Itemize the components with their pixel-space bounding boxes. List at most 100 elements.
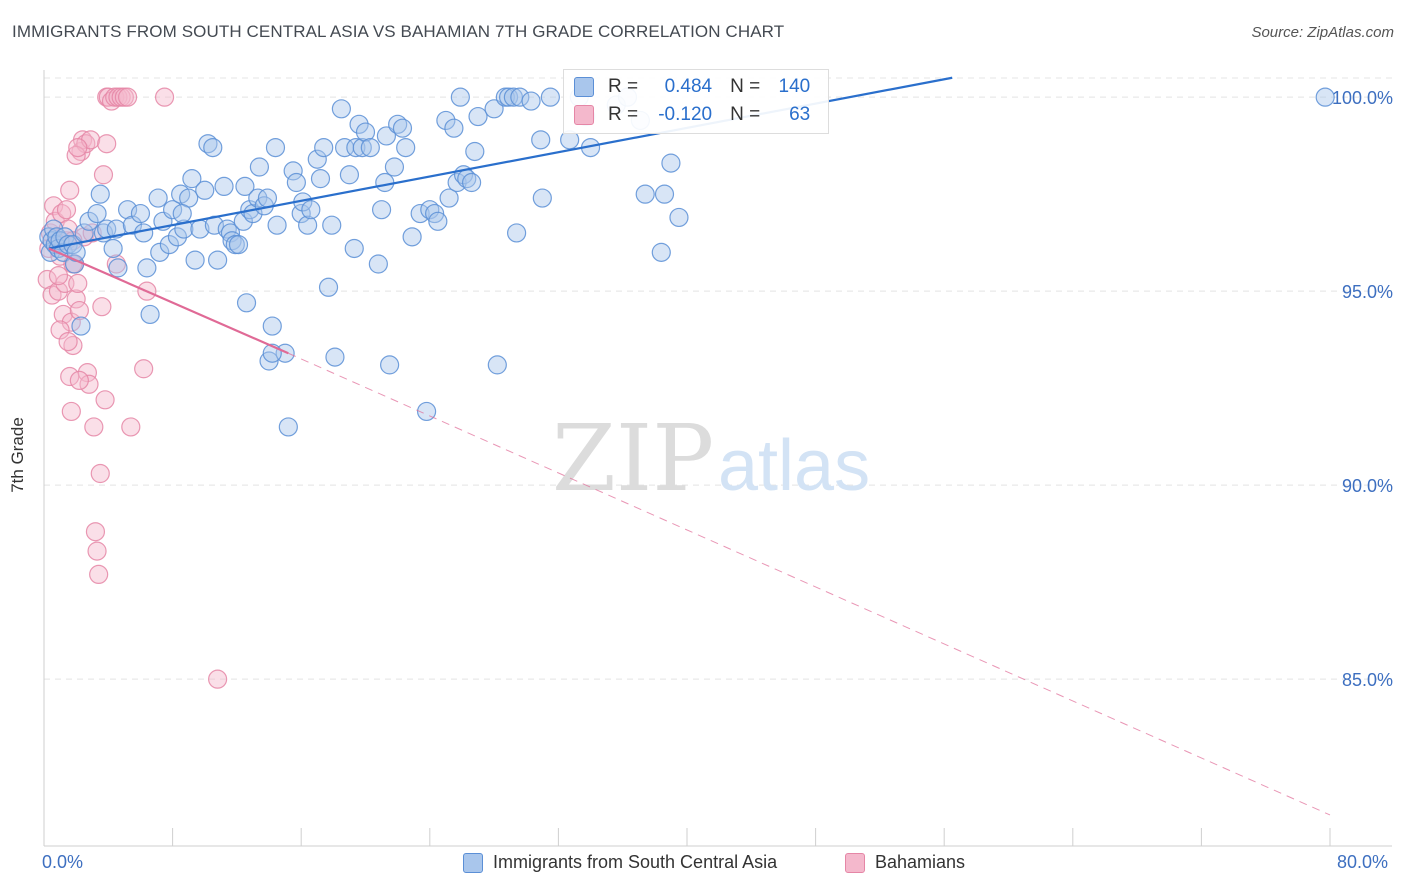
point-south-central-asia-115 <box>487 355 507 375</box>
point-south-central-asia-102 <box>425 203 445 224</box>
point-south-central-asia-44 <box>203 138 223 158</box>
y-tick-labels: 85.0% 90.0% 95.0% 100.0% <box>1332 88 1393 690</box>
point-bahamians-34 <box>92 297 112 317</box>
point-south-central-asia-82 <box>339 165 360 185</box>
point-south-central-asia-77 <box>318 277 339 297</box>
legend-swatch-blue <box>463 852 483 873</box>
point-south-central-asia-137 <box>1315 87 1335 107</box>
x-tick-label-max: 80.0% <box>1337 852 1389 872</box>
point-south-central-asia-114 <box>484 99 504 119</box>
point-south-central-asia-112 <box>465 141 485 162</box>
point-south-central-asia-75 <box>310 169 331 189</box>
point-south-central-asia-111 <box>461 172 482 193</box>
point-south-central-asia-107 <box>447 172 467 193</box>
point-bahamians-35 <box>93 165 114 185</box>
point-south-central-asia-124 <box>540 87 560 107</box>
point-south-central-asia-94 <box>384 157 405 177</box>
point-south-central-asia-96 <box>392 118 413 138</box>
point-bahamians-19 <box>68 273 88 293</box>
point-bahamians-29 <box>84 417 104 437</box>
point-bahamians-58 <box>58 332 78 352</box>
point-south-central-asia-40 <box>185 250 205 270</box>
point-south-central-asia-79 <box>325 347 345 367</box>
point-bahamians-52 <box>66 145 86 165</box>
point-south-central-asia-42 <box>195 180 215 200</box>
axes <box>43 70 1392 847</box>
point-south-central-asia-34 <box>163 200 183 220</box>
point-south-central-asia-26 <box>130 203 151 224</box>
point-south-central-asia-88 <box>360 138 380 158</box>
stats-r-value-pink: -0.120 <box>658 104 713 125</box>
point-south-central-asia-133 <box>651 242 671 262</box>
point-south-central-asia-103 <box>428 211 448 231</box>
y-tick-label-3: 100.0% <box>1332 88 1393 108</box>
point-south-central-asia-89 <box>368 254 388 274</box>
grid-lines <box>44 77 1392 680</box>
point-south-central-asia-119 <box>507 223 527 243</box>
point-bahamians-50 <box>60 366 80 387</box>
chart-title: IMMIGRANTS FROM SOUTH CENTRAL ASIA VS BA… <box>12 22 785 41</box>
point-south-central-asia-68 <box>283 161 303 181</box>
point-bahamians-20 <box>69 300 89 321</box>
legend-label-south-central-asia: Immigrants from South Central Asia <box>493 852 778 872</box>
stats-row-blue: R = 0.484 N = 140 <box>574 76 810 98</box>
point-south-central-asia-24 <box>117 200 138 220</box>
point-south-central-asia-83 <box>344 238 364 259</box>
y-tick-label-2: 95.0% <box>1342 282 1393 302</box>
point-south-central-asia-33 <box>159 235 179 255</box>
point-south-central-asia-18 <box>90 184 110 204</box>
point-south-central-asia-90 <box>371 200 392 220</box>
point-south-central-asia-134 <box>654 184 675 204</box>
point-south-central-asia-30 <box>148 188 168 208</box>
point-south-central-asia-28 <box>137 258 157 278</box>
point-bahamians-54 <box>56 200 77 220</box>
point-south-central-asia-99 <box>410 203 430 224</box>
point-south-central-asia-136 <box>669 207 689 228</box>
point-south-central-asia-46 <box>208 250 228 270</box>
point-south-central-asia-105 <box>439 188 459 208</box>
point-bahamians-61 <box>97 134 117 154</box>
point-south-central-asia-22 <box>106 219 126 239</box>
point-south-central-asia-132 <box>635 184 655 204</box>
point-south-central-asia-123 <box>532 188 552 208</box>
stats-r-label-blue: R = <box>608 76 639 97</box>
point-south-central-asia-62 <box>259 351 279 371</box>
point-south-central-asia-35 <box>167 227 188 247</box>
point-south-central-asia-76 <box>314 138 334 158</box>
legend-item-bahamians[interactable]: Bahamians <box>845 852 965 873</box>
point-bahamians-32 <box>89 564 109 585</box>
point-bahamians-45 <box>121 417 141 437</box>
stats-n-value-pink: 63 <box>789 104 811 125</box>
point-bahamians-48 <box>154 87 175 107</box>
stats-r-label-pink: R = <box>608 104 639 125</box>
legend-label-bahamians: Bahamians <box>875 852 966 872</box>
series-south-central-asia <box>39 87 1335 437</box>
point-bahamians-44 <box>117 87 138 107</box>
stats-swatch-pink <box>574 105 594 125</box>
point-south-central-asia-58 <box>248 188 268 208</box>
point-bahamians-31 <box>87 541 107 561</box>
legend: Immigrants from South Central Asia Baham… <box>0 852 1406 878</box>
point-bahamians-33 <box>90 463 110 484</box>
y-tick-label-1: 90.0% <box>1342 476 1393 496</box>
point-south-central-asia-113 <box>468 106 488 127</box>
point-south-central-asia-63 <box>262 316 282 336</box>
point-south-central-asia-52 <box>228 235 249 255</box>
stats-n-label-pink: N = <box>730 104 761 125</box>
point-south-central-asia-84 <box>346 138 366 158</box>
point-south-central-asia-106 <box>444 118 464 138</box>
watermark-zip: ZIP <box>552 405 714 512</box>
point-bahamians-51 <box>61 401 81 422</box>
point-bahamians-7 <box>48 281 69 301</box>
point-south-central-asia-61 <box>257 188 278 208</box>
point-south-central-asia-73 <box>301 200 321 220</box>
stats-row-pink: R = -0.120 N = 63 <box>574 104 810 126</box>
legend-item-south-central-asia[interactable]: Immigrants from South Central Asia <box>463 852 777 873</box>
point-south-central-asia-93 <box>380 355 400 375</box>
point-south-central-asia-117 <box>498 87 519 107</box>
point-bahamians-28 <box>82 223 102 243</box>
point-south-central-asia-16 <box>79 211 99 231</box>
point-bahamians-14 <box>60 180 80 200</box>
point-south-central-asia-100 <box>416 401 437 422</box>
